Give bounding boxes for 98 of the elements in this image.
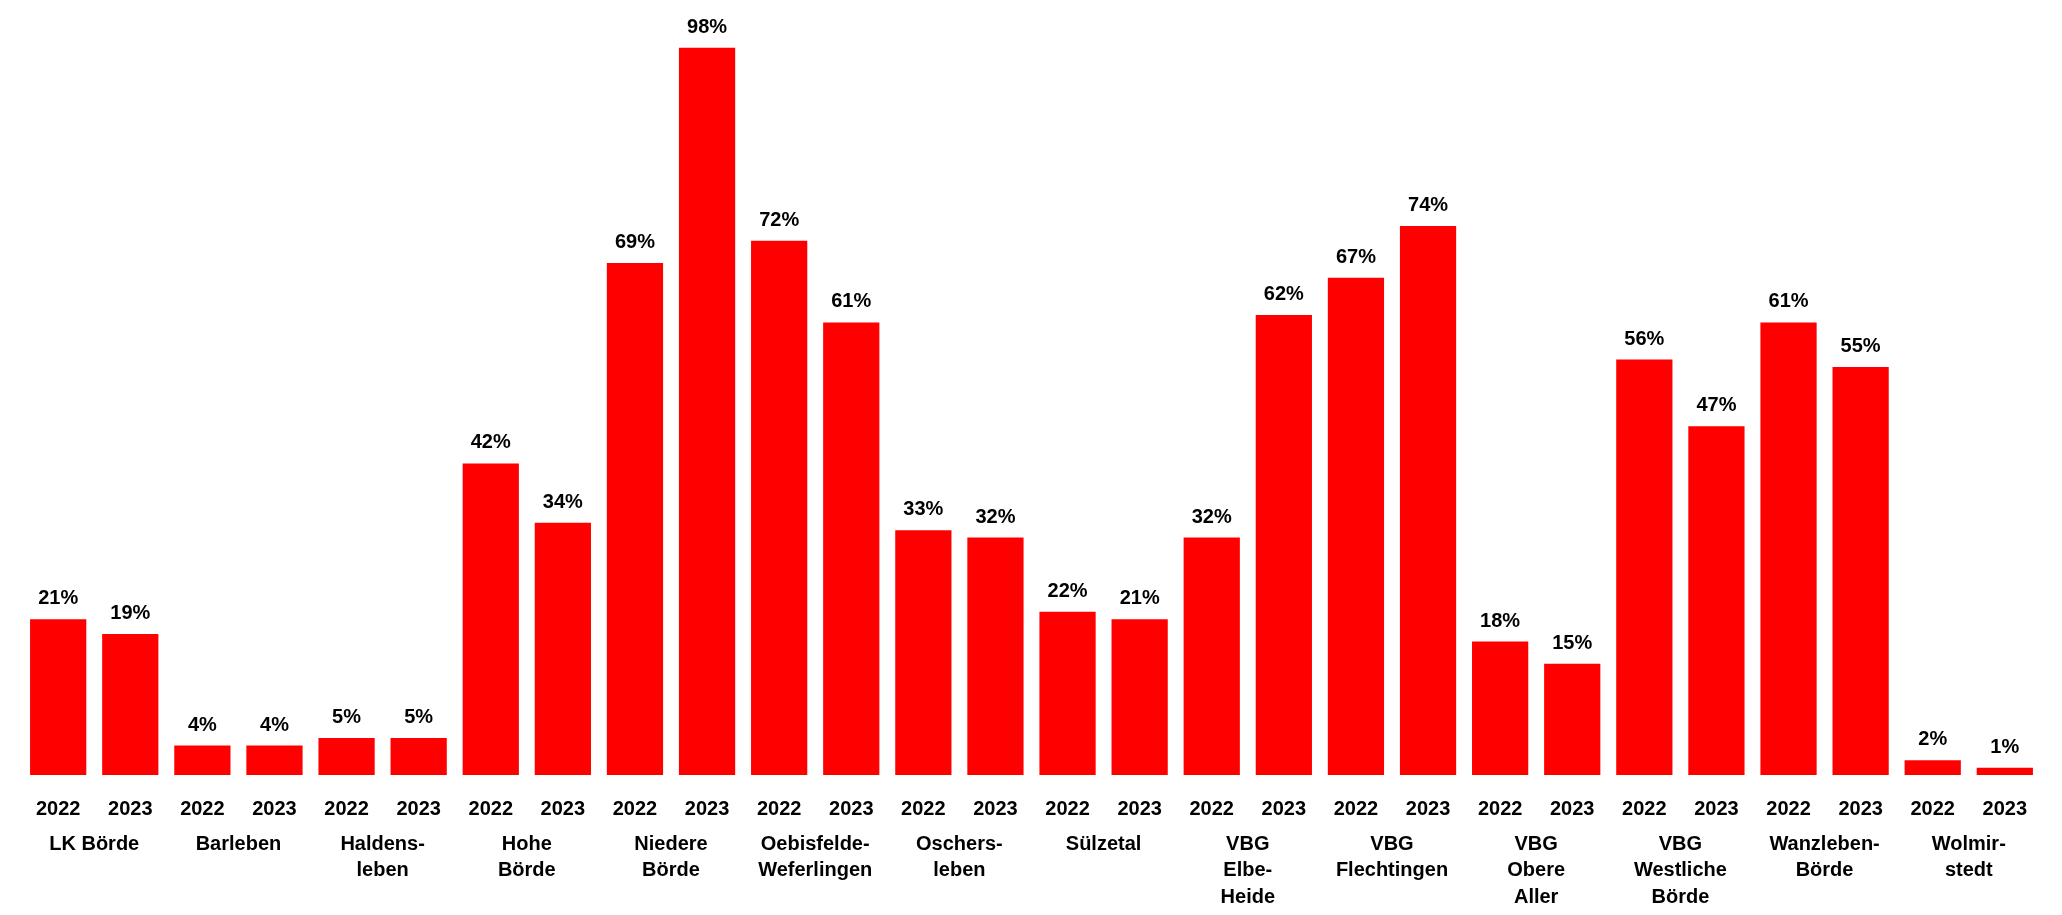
data-label: 56% [1624,326,1665,349]
x-tick-label: 2023 [1405,796,1451,819]
x-tick-label: 2023 [973,796,1018,819]
x-tick-label: 2022 [1477,796,1523,819]
x-tick-label: 2023 [1117,796,1162,819]
data-label: 47% [1696,393,1737,416]
text: VBG Flechtingen [1335,831,1449,881]
bar [895,530,952,776]
x-tick-label: 2023 [540,796,586,819]
text: Oschers- leben [916,831,1003,881]
bar [1544,663,1601,776]
text: VBG Elbe- Heide [1220,831,1276,907]
data-label: 32% [975,504,1016,527]
x-tick-label: 2023 [1838,796,1883,819]
bar [1111,619,1168,776]
bar [1327,277,1385,776]
text: Hohe Börde [497,831,556,881]
data-label: 4% [260,712,290,735]
bar [1616,359,1673,776]
x-tick-label: 2022 [1910,796,1955,819]
bar [967,537,1024,776]
x-tick-label: 2023 [1549,796,1595,819]
bar [174,745,231,776]
data-label: 1% [1990,734,2020,757]
bar [390,738,447,776]
x-tick-label: 2022 [1189,796,1234,819]
bar [606,263,664,776]
x-tick-label: 2023 [108,796,153,819]
bar [246,745,303,776]
data-label: 21% [38,586,79,609]
x-tick-label: 2022 [1622,796,1667,819]
data-label: 72% [759,207,800,230]
text: VBG Westliche Börde [1633,831,1727,907]
x-tick-label: 2023 [396,796,441,819]
x-tick-label: 2023 [252,796,297,819]
text: LK Börde [49,831,140,854]
data-label: 61% [831,289,872,312]
text: Barleben [195,831,282,854]
data-label: 2% [1918,727,1948,750]
bar [823,322,880,776]
x-tick-label: 2022 [180,796,225,819]
x-tick-label: 2023 [829,796,874,819]
data-label: 34% [542,489,584,512]
bar [1832,366,1889,776]
bar [462,463,519,776]
data-label: 74% [1408,192,1449,215]
data-label: 67% [1335,244,1377,267]
data-label: 19% [110,601,151,624]
x-tick-label: 2023 [1261,796,1307,819]
data-label: 5% [332,705,362,728]
x-tick-label: 2023 [1982,796,2028,819]
bar [1760,322,1817,776]
x-tick-label: 2022 [1045,796,1090,819]
bar [1039,611,1096,776]
text: VBG Obere Aller [1507,831,1566,907]
bar [30,619,87,776]
bar [1399,225,1457,776]
x-tick-label: 2022 [612,796,658,819]
bar [1688,426,1745,776]
text: Niedere Börde [634,831,708,881]
data-label: 33% [903,497,944,520]
x-tick-label: 2022 [324,796,369,819]
text: Haldens- leben [340,831,425,881]
text: Wolmir- stedt [1931,831,2006,881]
bar [1472,641,1529,776]
text: Sülzetal [1065,831,1142,854]
x-tick-label: 2022 [901,796,946,819]
data-label: 62% [1263,282,1305,305]
data-label: 22% [1047,578,1088,601]
bar [751,240,808,776]
bar [534,522,591,776]
data-label: 98% [687,14,728,37]
x-tick-label: 2023 [684,796,730,819]
text: Wanzleben- Börde [1769,831,1880,881]
data-label: 15% [1552,630,1593,653]
data-label: 18% [1480,608,1521,631]
data-label: 55% [1840,334,1881,357]
data-label: 4% [187,712,218,735]
bar [1976,767,2033,776]
bar [1183,537,1240,776]
x-tick-label: 2022 [35,796,81,819]
data-label: 32% [1191,504,1232,527]
bar [102,634,159,776]
bar [318,738,375,776]
x-tick-label: 2023 [1694,796,1739,819]
data-label: 42% [470,430,511,453]
bar [678,47,736,776]
data-label: 61% [1768,289,1809,312]
bar [1904,760,1961,776]
bar [1255,314,1312,776]
x-tick-label: 2022 [468,796,514,819]
data-label: 69% [614,230,656,253]
data-label: 5% [404,705,434,728]
text: Oebisfelde- Weferlingen [758,831,873,881]
x-tick-label: 2022 [756,796,802,819]
x-tick-label: 2022 [1333,796,1379,819]
x-tick-label: 2022 [1766,796,1811,819]
data-label: 21% [1119,586,1160,609]
